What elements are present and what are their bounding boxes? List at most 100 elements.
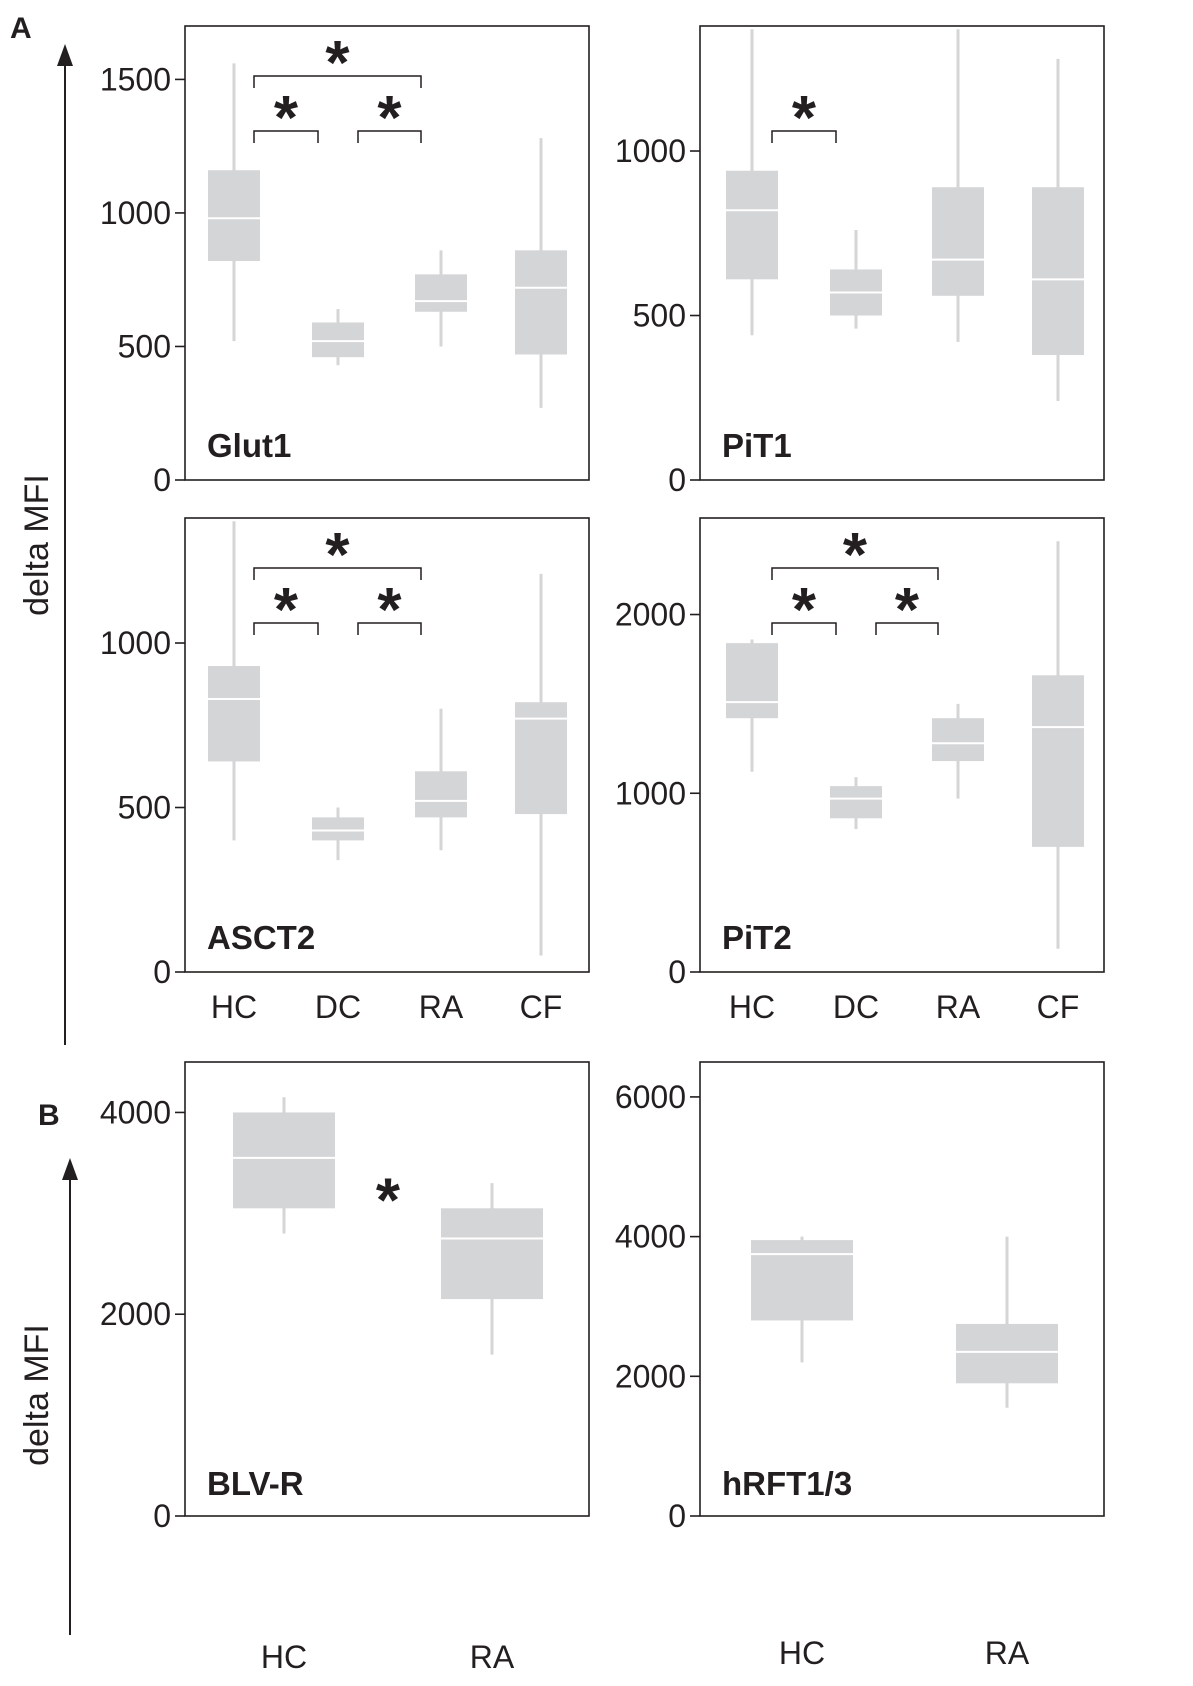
y-axis-label-b: delta MFI	[18, 1324, 56, 1466]
box-hc	[233, 1097, 335, 1234]
chart-pit2: 0 1000 2000 * * * PiT2	[615, 517, 1105, 990]
significance-bracket	[357, 130, 422, 143]
significance-star: *	[274, 576, 299, 645]
chart-glut1: 0 500 1000 1500 * * * Glut1	[100, 25, 590, 498]
x-category-label-cf: CF	[1037, 989, 1080, 1025]
significance-bracket	[253, 622, 319, 635]
y-tick-label: 2000	[615, 597, 686, 633]
box-hc	[751, 1236, 853, 1363]
y-tick-label: 0	[153, 1498, 171, 1534]
significance-bracket	[771, 567, 939, 580]
significance-bracket	[253, 130, 319, 143]
box-iqr	[751, 1240, 853, 1321]
box-iqr	[515, 250, 567, 355]
box-iqr	[830, 786, 882, 819]
panel-letter-a: A	[10, 12, 32, 45]
y-tick-label: 6000	[615, 1079, 686, 1115]
box-iqr	[932, 718, 984, 762]
y-tick-label: 500	[118, 328, 171, 364]
chart-hrft1-3: 0 2000 4000 6000 hRFT1/3	[615, 1061, 1105, 1534]
x-category-label-hc: HC	[779, 1635, 825, 1671]
panel-label-pit2: PiT2	[722, 919, 792, 956]
box-hc	[726, 639, 778, 772]
significance-star: *	[792, 84, 817, 153]
plot-frame	[699, 1061, 1105, 1517]
significance-star: *	[377, 576, 402, 645]
y-tick-label: 0	[153, 954, 171, 990]
significance-bracket	[357, 622, 422, 635]
y-tick-label: 1000	[100, 195, 171, 231]
plot-frame	[699, 517, 1105, 973]
y-tick-label: 1000	[100, 625, 171, 661]
panel-label-asct2: ASCT2	[207, 919, 315, 956]
y-tick-label: 2000	[100, 1296, 171, 1332]
box-iqr	[208, 666, 260, 762]
y-axis-label-a: delta MFI	[18, 474, 56, 616]
y-axis-arrowhead-a	[57, 44, 73, 66]
x-category-label-hc: HC	[261, 1639, 307, 1675]
y-tick-label: 0	[668, 954, 686, 990]
box-iqr	[1032, 675, 1084, 847]
y-tick-label: 1000	[615, 775, 686, 811]
chart-blv-r: 0 2000 4000 * BLV-R	[100, 1061, 590, 1534]
y-tick-label: 0	[668, 1498, 686, 1534]
y-tick-label: 1500	[100, 61, 171, 97]
box-cf	[1032, 58, 1084, 402]
y-tick-label: 0	[153, 462, 171, 498]
box-iqr	[312, 817, 364, 841]
box-hc	[208, 63, 260, 342]
box-iqr	[312, 322, 364, 358]
box-ra	[441, 1183, 543, 1355]
box-iqr	[441, 1208, 543, 1300]
chart-panels: 0 500 1000 1500 * * * Glut1 0 500 1000 * PiT1 0 500 100…	[100, 25, 1105, 1534]
x-category-label-dc: DC	[833, 989, 879, 1025]
box-hc	[726, 29, 778, 336]
box-ra	[956, 1236, 1058, 1408]
x-category-label-ra: RA	[419, 989, 464, 1025]
panel-label-blv-r: BLV-R	[207, 1465, 304, 1502]
significance-bracket	[875, 622, 939, 635]
box-ra	[415, 250, 467, 347]
x-category-label-hc: HC	[211, 989, 257, 1025]
significance-star: *	[377, 84, 402, 153]
box-iqr	[415, 274, 467, 312]
box-iqr	[515, 702, 567, 815]
x-category-labels: HC DC RA CF HC DC RA CF HC RA HC RA	[211, 989, 1079, 1675]
y-tick-label: 4000	[615, 1219, 686, 1255]
box-dc	[312, 807, 364, 861]
significance-bracket	[771, 622, 837, 635]
box-iqr	[956, 1323, 1058, 1384]
x-category-label-cf: CF	[520, 989, 563, 1025]
y-tick-label: 0	[668, 462, 686, 498]
box-dc	[312, 309, 364, 366]
significance-star: *	[325, 29, 350, 98]
y-tick-label: 1000	[615, 133, 686, 169]
chart-pit1: 0 500 1000 * PiT1	[615, 25, 1105, 498]
significance-star: *	[843, 521, 868, 590]
y-tick-label: 500	[118, 790, 171, 826]
significance-star: *	[325, 521, 350, 590]
significance-star: *	[274, 84, 299, 153]
panel-letter-b: B	[38, 1099, 60, 1132]
y-tick-label: 500	[633, 298, 686, 334]
chart-asct2: 0 500 1000 * * * ASCT2	[100, 517, 590, 990]
y-tick-label: 4000	[100, 1094, 171, 1130]
significance-star: *	[376, 1166, 401, 1235]
x-category-label-hc: HC	[729, 989, 775, 1025]
box-ra	[932, 703, 984, 799]
box-iqr	[1032, 187, 1084, 355]
box-iqr	[415, 771, 467, 818]
x-category-label-dc: DC	[315, 989, 361, 1025]
panel-label-pit1: PiT1	[722, 427, 792, 464]
box-ra	[932, 29, 984, 342]
box-dc	[830, 229, 882, 329]
x-category-label-ra: RA	[470, 1639, 515, 1675]
box-dc	[830, 777, 882, 830]
significance-star: *	[792, 576, 817, 645]
significance-bracket	[253, 567, 422, 580]
box-cf	[515, 138, 567, 408]
x-category-label-ra: RA	[936, 989, 981, 1025]
box-iqr	[726, 643, 778, 719]
box-iqr	[932, 187, 984, 296]
